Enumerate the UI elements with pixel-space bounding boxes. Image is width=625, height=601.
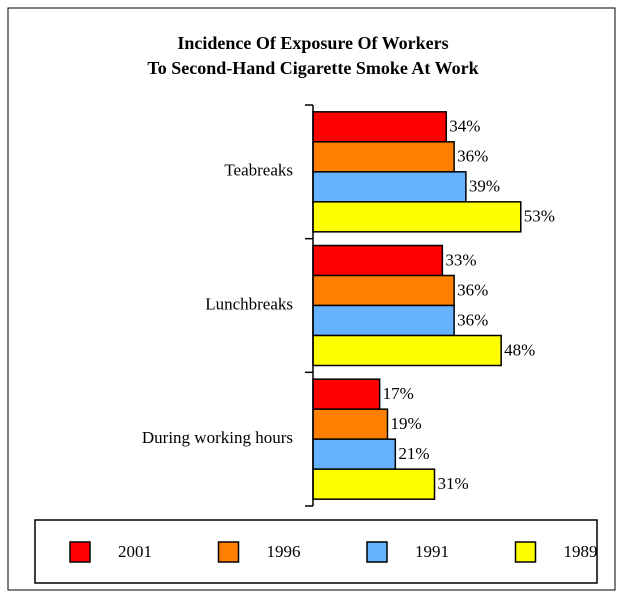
value-label: 48% (504, 340, 535, 359)
legend-label: 1991 (415, 542, 449, 561)
value-label: 21% (398, 444, 429, 463)
bar (312, 438, 397, 470)
legend-swatch (366, 541, 388, 563)
value-label: 36% (457, 147, 488, 166)
legend-label: 1989 (564, 542, 598, 561)
bar (312, 244, 444, 277)
value-label: 31% (438, 474, 469, 493)
bar (312, 468, 436, 500)
legend-swatch (514, 541, 537, 563)
value-label: 39% (469, 177, 500, 196)
value-label: 53% (524, 207, 555, 226)
legend-label: 2001 (118, 542, 152, 561)
value-label: 19% (390, 414, 421, 433)
bar (312, 201, 522, 233)
bar (312, 334, 502, 367)
category-label: During working hours (142, 428, 293, 447)
legend-label: 1996 (267, 542, 301, 561)
value-label: 36% (457, 310, 488, 329)
chart-title: To Second-Hand Cigarette Smoke At Work (147, 58, 478, 78)
bar (312, 408, 389, 440)
bar (312, 274, 455, 307)
legend-swatch (217, 541, 240, 563)
bar (312, 141, 455, 173)
legend-swatch (69, 541, 91, 563)
value-label: 17% (383, 384, 414, 403)
bar (312, 378, 381, 410)
bar (312, 304, 455, 337)
category-label: Lunchbreaks (205, 294, 293, 313)
bar (312, 171, 467, 203)
category-label: Teabreaks (224, 161, 293, 180)
value-label: 34% (449, 117, 480, 136)
chart-frame (7, 7, 616, 591)
value-label: 36% (457, 280, 488, 299)
bar (312, 111, 448, 143)
value-label: 33% (445, 250, 476, 269)
chart-title: Incidence Of Exposure Of Workers (177, 33, 448, 53)
legend-box (34, 519, 598, 584)
